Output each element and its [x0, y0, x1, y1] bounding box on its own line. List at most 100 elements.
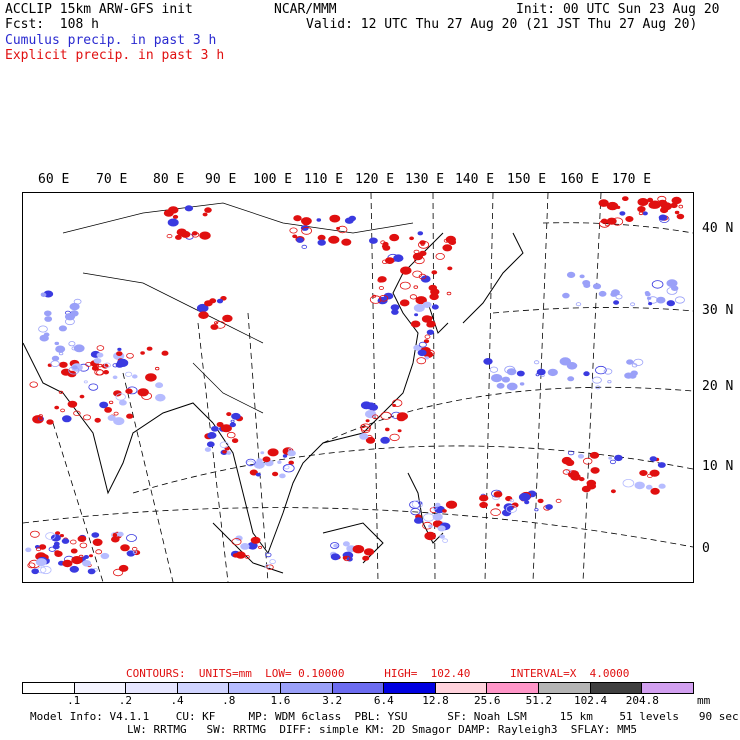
- precip-cell: [604, 222, 610, 227]
- precip-cell: [73, 344, 85, 353]
- precip-cell: [116, 351, 123, 357]
- precip-cell: [489, 366, 499, 373]
- country-borders: [62, 202, 414, 414]
- precip-cell: [69, 302, 80, 311]
- precip-cell: [126, 413, 134, 419]
- precip-cell: [649, 469, 660, 477]
- precip-cell: [51, 355, 60, 362]
- precip-cell: [439, 534, 446, 539]
- precip-cell: [417, 231, 424, 236]
- precip-cell: [210, 324, 219, 330]
- explicit-legend-label: Explicit precip. in past 3 h: [5, 48, 225, 63]
- precip-cell: [79, 542, 88, 549]
- precip-cell: [95, 549, 103, 555]
- lon-line-80: [122, 372, 174, 583]
- precip-cell: [415, 296, 427, 305]
- lat-line-20: [322, 386, 694, 444]
- precip-cell: [111, 536, 120, 543]
- precip-cell: [479, 494, 489, 502]
- precip-cell: [561, 456, 573, 465]
- precip-cell: [362, 555, 370, 561]
- precip-cell: [590, 467, 600, 474]
- precip-cell: [413, 304, 425, 313]
- precip-cell: [348, 215, 356, 222]
- precip-cell: [536, 368, 546, 376]
- lat-label: 0: [702, 541, 710, 556]
- precip-cell: [52, 544, 60, 550]
- precip-cell: [410, 320, 421, 328]
- precip-cell: [583, 457, 593, 465]
- precip-cell: [146, 346, 153, 351]
- precip-cell: [44, 316, 53, 322]
- precip-cell: [611, 217, 624, 226]
- precip-cell: [413, 249, 420, 254]
- precip-cell: [184, 205, 194, 212]
- precip-cell: [352, 545, 365, 554]
- precip-cell: [678, 204, 684, 209]
- precip-cell: [59, 361, 68, 368]
- precip-cell: [577, 453, 585, 459]
- precip-cell: [414, 256, 425, 265]
- legend-tick: .1: [67, 694, 81, 707]
- precip-cell: [437, 525, 446, 532]
- precip-cell: [379, 295, 389, 302]
- precip-cell: [104, 406, 112, 413]
- precip-cell: [342, 541, 350, 547]
- graticule: [22, 192, 694, 583]
- precip-cell: [199, 231, 211, 240]
- precip-cell: [645, 484, 653, 490]
- precip-cell: [377, 276, 387, 283]
- precip-cell: [113, 411, 119, 416]
- lat-line-10: [132, 445, 694, 494]
- precip-cell: [423, 339, 430, 344]
- precip-cell: [69, 565, 80, 573]
- precip-cell: [432, 505, 438, 510]
- legend-swatch: [229, 683, 282, 693]
- precip-cell: [202, 212, 208, 217]
- precip-cell: [54, 531, 61, 536]
- precip-cell: [397, 429, 402, 433]
- legend-tick: .4: [170, 694, 184, 707]
- legend-tick: 204.8: [625, 694, 659, 707]
- precip-cell: [496, 503, 500, 507]
- precip-cell: [493, 491, 503, 498]
- precip-cell: [547, 368, 558, 377]
- precip-cell: [172, 214, 179, 219]
- precip-cell: [566, 271, 576, 279]
- precip-cell: [642, 211, 648, 216]
- precip-cell: [266, 564, 274, 570]
- init-time: Init: 00 UTC Sun 23 Aug 20: [516, 2, 720, 17]
- precip-cell: [634, 481, 645, 490]
- precip-cell: [666, 287, 678, 295]
- precip-cell: [630, 302, 636, 307]
- precip-cell: [50, 534, 61, 542]
- precip-cell: [431, 304, 439, 310]
- precip-cell: [545, 504, 553, 510]
- precip-cell: [27, 562, 36, 569]
- precip-cell: [423, 513, 435, 522]
- precip-cell: [302, 219, 311, 226]
- precip-cell: [45, 532, 56, 540]
- precip-cell: [67, 400, 78, 408]
- precip-cell: [219, 441, 229, 449]
- precip-cell: [131, 546, 138, 551]
- precip-cell: [330, 542, 340, 549]
- precip-cell: [447, 266, 453, 271]
- precip-cell: [30, 530, 40, 538]
- precip-cell: [125, 388, 133, 394]
- precip-cell: [633, 358, 644, 366]
- precip-cell: [258, 545, 263, 549]
- precip-cell: [113, 568, 124, 577]
- precip-cell: [231, 438, 239, 444]
- china-coast: [342, 232, 444, 439]
- precip-cell: [116, 531, 124, 537]
- precip-cell: [94, 417, 101, 423]
- precip-cell: [416, 357, 427, 365]
- legend-swatch: [590, 683, 643, 693]
- center-label: NCAR/MMM: [274, 2, 337, 17]
- precip-cell: [301, 226, 313, 235]
- precip-cell: [592, 376, 602, 384]
- lon-line-90: [197, 322, 229, 583]
- precip-cell: [96, 352, 104, 358]
- precip-cell: [622, 479, 635, 488]
